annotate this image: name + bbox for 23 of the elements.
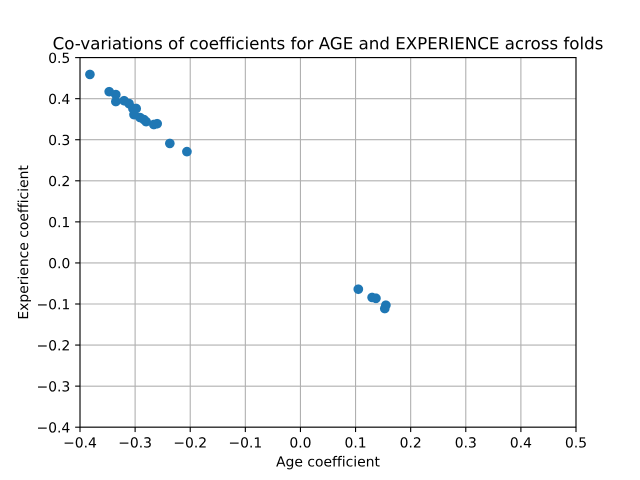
y-tick-label: 0.0 <box>49 258 70 268</box>
y-axis-title: Experience coefficient <box>18 166 31 318</box>
y-tick-label: −0.1 <box>38 298 69 310</box>
chart-title: Co-variations of coefficients for AGE and EXPERIENCE across folds <box>54 36 603 50</box>
y-tick-label: 0.4 <box>49 94 70 104</box>
y-tick-label: −0.2 <box>38 340 69 351</box>
x-tick-label: 0.5 <box>566 437 586 448</box>
x-tick-label: 0.2 <box>400 437 420 448</box>
x-tick-label: −0.3 <box>120 437 151 448</box>
y-tick-label: 0.1 <box>49 216 69 228</box>
x-tick-label: −0.4 <box>64 437 96 448</box>
x-tick-label: 0.1 <box>345 437 366 448</box>
y-tick-label: 0.3 <box>49 134 70 146</box>
x-tick-label: 0.0 <box>290 437 311 448</box>
x-tick-label: −0.2 <box>174 437 206 448</box>
y-tick-label: 0.2 <box>49 176 69 186</box>
x-axis-title: Age coefficient <box>276 456 380 470</box>
x-tick-label: −0.1 <box>230 437 261 448</box>
x-tick-label: 0.3 <box>456 437 476 448</box>
y-tick-label: −0.4 <box>38 422 70 433</box>
x-tick-label: 0.4 <box>510 437 532 448</box>
y-tick-label: −0.3 <box>38 381 70 392</box>
y-tick-label: 0.5 <box>49 52 70 64</box>
